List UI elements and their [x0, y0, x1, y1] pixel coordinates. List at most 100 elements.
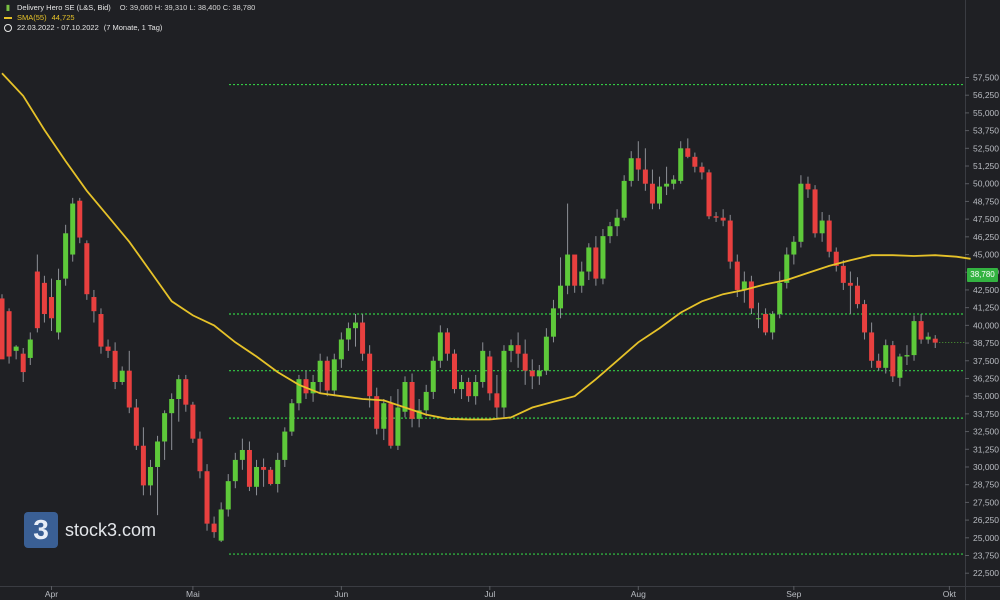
candle-body: [437, 332, 443, 361]
sma-line-icon: [4, 17, 12, 19]
ohlc-values: O: 39,060 H: 39,310 L: 38,400 C: 38,780: [119, 3, 256, 12]
candle-body: [338, 339, 344, 360]
sma-line: [1, 72, 971, 421]
candle-body: [550, 308, 556, 337]
candle-body: [678, 148, 684, 181]
candle-body: [77, 200, 83, 238]
period-label: (7 Monate, 1 Tag): [103, 23, 163, 32]
logo-mark: 3: [24, 512, 58, 548]
candle-body: [140, 445, 146, 486]
candle-body: [600, 236, 606, 279]
candle-body: [331, 359, 337, 391]
candle-body: [183, 379, 189, 405]
instrument-title: Delivery Hero SE (L&S, Bid): [17, 3, 111, 12]
candle-body: [890, 345, 896, 377]
candle-body: [826, 220, 832, 252]
y-tick-label: 47,500: [973, 214, 999, 224]
candle-body: [854, 285, 860, 305]
y-tick-label: 28,750: [973, 480, 999, 490]
y-tick-label: 45,000: [973, 250, 999, 260]
date-range: 22.03.2022 - 07.10.2022: [17, 23, 99, 32]
candle-body: [805, 183, 811, 190]
candle-body: [409, 382, 415, 419]
candle-body: [847, 282, 853, 286]
y-tick-label: 55,000: [973, 108, 999, 118]
y-tick-label: 37,500: [973, 356, 999, 366]
candle-body: [466, 382, 472, 397]
candle-body: [289, 403, 295, 432]
candle-body: [211, 523, 217, 533]
candle-body: [444, 332, 450, 354]
candle-body: [0, 298, 5, 360]
candle-body: [225, 481, 231, 510]
candle-body: [494, 393, 500, 408]
candle-body: [487, 356, 493, 394]
candle-body: [734, 261, 740, 290]
candle-body: [628, 158, 634, 181]
candle-body: [381, 403, 387, 429]
y-tick-label: 32,500: [973, 427, 999, 437]
candle-body: [388, 403, 394, 446]
candle-body: [911, 321, 917, 356]
candle-body: [748, 281, 754, 309]
y-tick-label: 48,750: [973, 196, 999, 206]
candle-body: [303, 379, 309, 394]
candle-body: [374, 396, 380, 429]
y-tick-label: 53,750: [973, 126, 999, 136]
candle-body: [63, 233, 69, 279]
y-tick-label: 27,500: [973, 497, 999, 507]
candle-body: [699, 166, 705, 173]
candle-body: [105, 346, 111, 351]
candle-body: [833, 251, 839, 266]
y-tick-label: 46,250: [973, 232, 999, 242]
clock-icon: [4, 24, 12, 32]
candle-body: [197, 438, 203, 472]
candle-body: [91, 297, 97, 312]
candle-body: [784, 254, 790, 283]
candle-body: [692, 156, 698, 167]
candle-body: [416, 410, 422, 419]
candle-body: [558, 285, 564, 309]
candle-body: [70, 203, 76, 255]
candle-body: [41, 282, 47, 315]
candle-body: [614, 217, 620, 227]
candle-body: [876, 360, 882, 368]
candle-body: [112, 350, 118, 383]
candle-body: [451, 353, 457, 390]
stock3-logo: 3 stock3.com: [24, 512, 156, 548]
candle-body: [126, 370, 132, 408]
candle-body: [664, 183, 670, 187]
candle-body: [649, 183, 655, 204]
candle-body: [317, 360, 323, 383]
candle-body: [685, 148, 691, 157]
y-tick-label: 42,500: [973, 285, 999, 295]
y-tick-label: 36,250: [973, 373, 999, 383]
candle-body: [282, 431, 288, 460]
logo-text: stock3.com: [65, 519, 157, 540]
candle-body: [862, 304, 868, 333]
chart-legend: ▮ Delivery Hero SE (L&S, Bid) O: 39,060 …: [4, 3, 255, 33]
candle-body: [119, 370, 125, 383]
candle-body: [133, 407, 139, 446]
candle-body: [671, 179, 677, 184]
candle-body: [755, 318, 761, 320]
x-tick-label: Apr: [45, 589, 58, 599]
y-tick-label: 33,750: [973, 409, 999, 419]
candle-body: [565, 254, 571, 286]
y-tick-label: 41,250: [973, 303, 999, 313]
x-tick-label: Okt: [943, 589, 957, 599]
candle-body: [579, 271, 585, 286]
candle-body: [27, 339, 33, 358]
candle-body: [572, 254, 578, 286]
candle-body: [897, 356, 903, 378]
candle-body: [367, 353, 373, 397]
candle-body: [353, 322, 358, 329]
candle-body: [770, 314, 776, 333]
candle-body: [13, 346, 19, 351]
candle-body: [586, 247, 592, 272]
candle-body: [515, 345, 521, 354]
y-tick-label: 26,250: [973, 515, 999, 525]
candle-body: [48, 297, 54, 319]
candle-body: [360, 322, 366, 354]
